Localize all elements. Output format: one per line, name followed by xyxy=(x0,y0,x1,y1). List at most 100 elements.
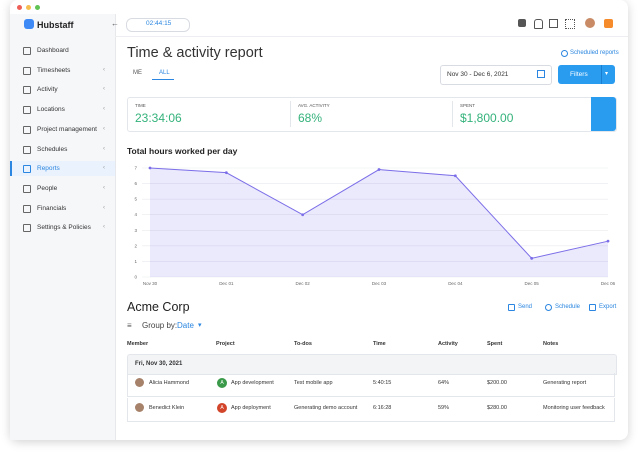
stat-divider xyxy=(290,101,291,127)
cell-todos: Generating demo account xyxy=(294,405,358,411)
scheduled-reports[interactable]: Scheduled reports xyxy=(570,50,619,56)
sidebar xyxy=(10,14,116,440)
filters-button[interactable] xyxy=(558,65,615,84)
nav-item[interactable]: Dashboard xyxy=(37,47,69,54)
x-tick-label: Nov 30 xyxy=(143,281,158,286)
nav-chevron: ‹ xyxy=(103,125,105,132)
column-header: Spent xyxy=(487,341,503,347)
apps-icon[interactable] xyxy=(565,19,575,29)
stat-value: $1,800.00 xyxy=(460,111,514,125)
nav-chevron: ‹ xyxy=(103,86,105,93)
nav-item[interactable]: Settings & Policies xyxy=(37,224,91,232)
cell-project: App development xyxy=(231,380,274,386)
y-tick-label: 5 xyxy=(134,197,137,202)
brand: Hubstaff xyxy=(37,20,74,30)
cell-notes: Generating report xyxy=(543,380,587,386)
active-bg xyxy=(10,161,115,177)
column-header: Project xyxy=(216,341,235,347)
nav-icon xyxy=(23,66,31,75)
bell-icon[interactable] xyxy=(534,19,543,29)
nav-item[interactable]: Financials xyxy=(37,204,67,212)
column-header: To-dos xyxy=(294,341,312,347)
project-badge: A xyxy=(217,378,227,388)
x-tick-label: Dec 03 xyxy=(372,281,387,286)
cell-activity: 64% xyxy=(438,380,450,386)
nav-item[interactable]: People xyxy=(37,184,58,192)
nav-item[interactable]: Reports xyxy=(37,165,60,173)
nav-icon xyxy=(23,204,31,213)
member-avatar xyxy=(135,378,144,387)
y-tick-label: 4 xyxy=(134,212,137,217)
filters-label: Filters xyxy=(570,71,588,78)
project-badge: A xyxy=(217,403,227,413)
active-bar xyxy=(10,161,12,177)
nav-icon xyxy=(23,165,31,174)
date-range: Nov 30 - Dec 6, 2021 xyxy=(447,71,509,78)
cell-project: App deployment xyxy=(231,405,271,411)
nav-icon xyxy=(23,145,31,154)
cell-member: Benedict Klein xyxy=(149,405,185,411)
nav-item[interactable]: Schedules xyxy=(37,145,68,153)
chart-toggle[interactable] xyxy=(591,97,616,131)
column-header: Activity xyxy=(438,341,458,347)
point xyxy=(453,174,457,178)
action-icon xyxy=(508,304,515,311)
tab[interactable]: ME xyxy=(133,70,142,76)
date-picker[interactable] xyxy=(440,65,552,85)
gift-icon[interactable] xyxy=(549,19,558,28)
avatar[interactable] xyxy=(585,18,595,28)
action[interactable]: Export xyxy=(599,304,617,310)
chart-title: Total hours worked per day xyxy=(127,146,238,156)
nav-chevron: ‹ xyxy=(103,145,105,152)
group-value[interactable]: Date xyxy=(177,321,194,330)
nav-chevron: ‹ xyxy=(103,106,105,113)
point xyxy=(224,171,228,175)
column-header: Time xyxy=(373,341,386,347)
chat-icon[interactable] xyxy=(518,19,526,27)
group-icon: ≡ xyxy=(127,321,132,330)
close-dot[interactable] xyxy=(17,5,22,10)
stat-label: TIME xyxy=(135,103,146,108)
point xyxy=(301,213,305,217)
nav-icon xyxy=(23,224,31,233)
timer: 02:44:15 xyxy=(146,20,172,27)
minimize-dot[interactable] xyxy=(26,5,31,10)
cell-activity: 59% xyxy=(438,405,450,411)
page-title: Time & activity report xyxy=(127,45,263,61)
y-tick-label: 1 xyxy=(134,259,137,264)
column-header: Notes xyxy=(543,341,559,347)
x-tick-label: Dec 02 xyxy=(296,281,311,286)
stat-value: 23:34:06 xyxy=(135,111,182,125)
action[interactable]: Send xyxy=(518,304,533,310)
row xyxy=(127,373,615,397)
nav-icon xyxy=(23,125,31,134)
nav-item[interactable]: Locations xyxy=(37,106,65,114)
x-tick-label: Dec 01 xyxy=(219,281,234,286)
nav-icon xyxy=(23,106,31,115)
nav-chevron: ‹ xyxy=(103,66,105,73)
tab[interactable]: ALL xyxy=(159,70,170,76)
nav-item[interactable]: Project management xyxy=(37,125,97,133)
nav-chevron: ‹ xyxy=(103,165,105,172)
cell-member: Alicia Hammond xyxy=(149,380,190,386)
nav-item[interactable]: Timesheets xyxy=(37,66,71,74)
column-header: Member xyxy=(127,341,149,347)
dropdown: ▾ xyxy=(605,71,609,77)
timer-box[interactable] xyxy=(126,18,190,32)
nav-chevron: ‹ xyxy=(103,184,105,191)
row xyxy=(127,398,615,422)
nav-item[interactable]: Activity xyxy=(37,86,58,94)
action[interactable]: Schedule xyxy=(555,304,581,310)
group-dropdown[interactable]: ▾ xyxy=(198,322,202,329)
nav-icon xyxy=(23,184,31,193)
cell-time: 6:16:28 xyxy=(373,405,392,411)
cell-notes: Monitoring user feedback xyxy=(543,405,605,411)
nav-chevron: ‹ xyxy=(103,224,105,231)
clock-icon xyxy=(561,50,568,57)
collapse[interactable]: ← xyxy=(111,19,119,28)
y-tick-label: 3 xyxy=(134,228,137,233)
maximize-dot[interactable] xyxy=(35,5,40,10)
stats-card xyxy=(127,97,617,132)
org-badge[interactable] xyxy=(604,19,613,28)
